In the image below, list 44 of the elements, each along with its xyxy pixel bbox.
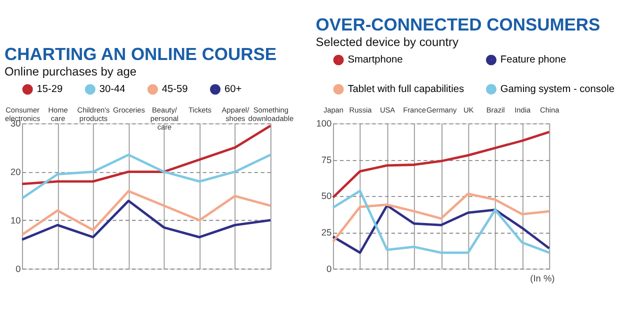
x-tick-label: France xyxy=(403,106,426,115)
x-tick-label: India xyxy=(514,106,532,115)
y-tick-label: 50 xyxy=(321,191,332,202)
chart-subtitle: Online purchases by age xyxy=(4,64,137,78)
legend-label: 45-59 xyxy=(162,84,188,96)
line-series xyxy=(20,200,272,241)
x-tick-label: Tickets xyxy=(188,106,212,115)
line-series xyxy=(332,204,550,254)
legend-label: 60+ xyxy=(224,84,242,96)
text: (In %) xyxy=(530,274,555,284)
x-tick-label: Germany xyxy=(426,106,457,115)
legend-label: 30-44 xyxy=(99,84,126,96)
legend-label: Feature phone xyxy=(500,54,567,66)
chart-subtitle: Selected device by country xyxy=(316,35,459,50)
line-series xyxy=(332,192,550,243)
y-tick-label: 10 xyxy=(10,215,21,226)
x-tick-label: USA xyxy=(380,106,396,115)
line-series xyxy=(20,154,272,200)
y-tick-label: 0 xyxy=(326,264,332,274)
legend-label: Gaming system - console xyxy=(500,84,615,96)
legend-label: 15-29 xyxy=(36,84,64,96)
y-tick-label: 0 xyxy=(16,264,21,274)
x-tick-label: Home care xyxy=(48,106,68,124)
line-series xyxy=(20,124,272,186)
chart-title: CHARTING AN ONLINE COURSE xyxy=(4,44,277,64)
x-tick-label: Something downloadable xyxy=(248,106,294,124)
legend-label: Smartphone xyxy=(348,54,404,66)
x-tick-label: Japan xyxy=(323,106,344,115)
x-tick-label: Groceries xyxy=(113,106,146,115)
x-tick-label: Brazil xyxy=(486,106,506,115)
x-tick-label: Children's products xyxy=(77,106,110,124)
y-tick-label: 75 xyxy=(321,154,332,165)
y-tick-label: 100 xyxy=(316,118,332,129)
y-tick-label: 20 xyxy=(10,166,21,177)
legend-label: Tablet with full capabilities xyxy=(348,84,464,96)
x-tick-label: China xyxy=(540,106,560,115)
x-tick-label: UK xyxy=(463,106,474,115)
line-series xyxy=(20,190,272,236)
x-tick-label: Russia xyxy=(349,106,373,115)
line-series xyxy=(332,190,550,254)
chart-title: OVER-CONNECTED CONSUMERS xyxy=(316,14,600,34)
line-series xyxy=(332,130,550,199)
y-tick-label: 25 xyxy=(321,228,332,238)
x-tick-label: Beauty/ personal care xyxy=(150,106,179,132)
